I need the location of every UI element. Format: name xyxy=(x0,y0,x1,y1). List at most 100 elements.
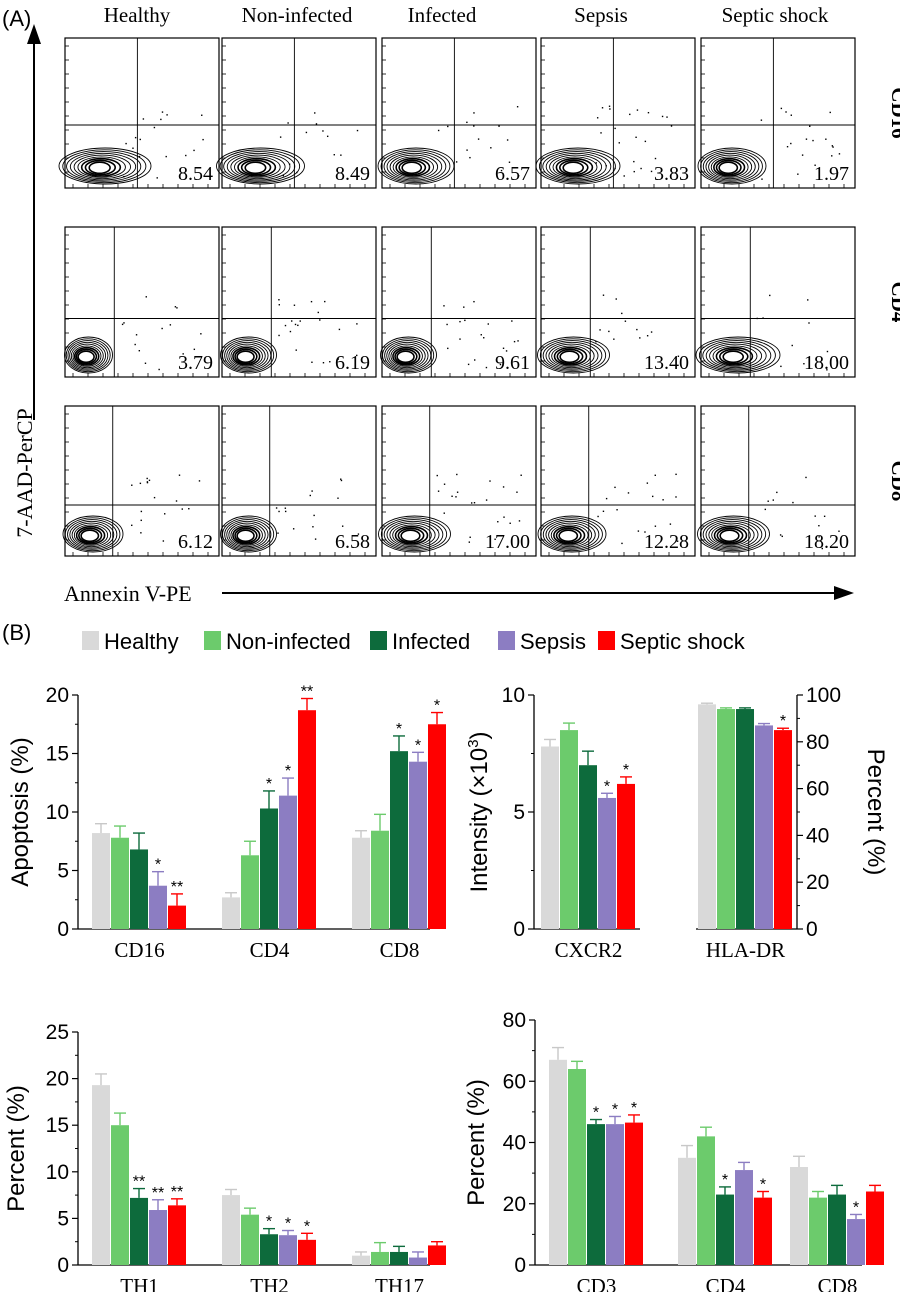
event-dot xyxy=(595,162,598,164)
contour xyxy=(713,157,746,177)
event-dot xyxy=(287,122,289,124)
contour xyxy=(240,159,272,176)
event-dot xyxy=(500,169,503,172)
event-dot xyxy=(485,499,488,501)
flow-plot: 6.19 xyxy=(220,226,377,378)
contour xyxy=(716,527,744,544)
event-dot xyxy=(640,167,642,170)
event-dot xyxy=(305,131,308,134)
contour xyxy=(705,520,759,549)
event-dot xyxy=(326,135,329,138)
bar xyxy=(735,1170,753,1265)
bar xyxy=(598,797,616,929)
contour xyxy=(70,343,104,369)
row-label: CD4 xyxy=(887,282,900,323)
contour xyxy=(537,515,607,553)
y-axis-label-end: ) xyxy=(466,731,493,739)
event-dot xyxy=(337,497,339,499)
event-dot xyxy=(356,323,358,325)
significance-label: * xyxy=(434,698,440,715)
event-dot xyxy=(636,109,639,111)
event-dot xyxy=(456,473,458,476)
event-dot xyxy=(605,164,607,167)
y-axis-label: 7-AAD-PerCP xyxy=(12,408,37,538)
contour xyxy=(702,340,772,371)
bar xyxy=(111,1125,129,1265)
event-dot xyxy=(809,125,811,127)
significance-label: ** xyxy=(171,1184,183,1201)
quadrant-value: 18.00 xyxy=(804,352,849,374)
contour xyxy=(551,345,591,367)
event-dot xyxy=(138,155,141,158)
event-dot xyxy=(468,541,471,543)
contour xyxy=(380,517,448,552)
event-dot xyxy=(639,337,641,339)
event-dot xyxy=(614,167,616,170)
event-dot xyxy=(466,121,468,124)
event-dot xyxy=(760,119,763,121)
contour xyxy=(535,147,621,185)
contour xyxy=(230,154,286,180)
y-tick-label: 10 xyxy=(46,801,69,824)
event-dot xyxy=(637,530,640,532)
event-dot xyxy=(134,136,137,139)
contour xyxy=(718,161,739,175)
event-dot xyxy=(675,496,677,498)
contour xyxy=(542,519,600,550)
column-header: Healthy xyxy=(104,3,171,27)
contour xyxy=(719,529,740,543)
bar xyxy=(625,1122,643,1265)
event-dot xyxy=(487,323,489,325)
event-dot xyxy=(311,490,313,492)
contour xyxy=(226,152,291,181)
y-axis-label-sup: 3 xyxy=(465,739,482,747)
event-dot xyxy=(497,521,499,523)
event-dot xyxy=(437,490,440,492)
event-dot xyxy=(356,354,358,357)
bar xyxy=(606,1124,624,1265)
contour xyxy=(394,348,418,365)
event-dot xyxy=(785,111,787,113)
quadrant-value: 3.83 xyxy=(654,163,689,185)
x-axis-arrow xyxy=(222,586,854,600)
event-dot xyxy=(786,145,789,148)
event-dot xyxy=(818,524,820,527)
event-dot xyxy=(498,125,500,127)
contour xyxy=(233,156,281,178)
event-dot xyxy=(443,483,446,485)
legend-entry: Healthy xyxy=(104,629,179,654)
event-dot xyxy=(146,481,149,484)
event-dot xyxy=(443,305,445,307)
event-dot xyxy=(517,340,519,342)
event-dot xyxy=(473,112,475,114)
event-dot xyxy=(602,510,605,513)
significance-label: * xyxy=(722,1172,728,1189)
bar xyxy=(390,1251,408,1265)
event-dot xyxy=(670,125,673,127)
bar xyxy=(828,1194,846,1265)
y-tick-label: 20 xyxy=(503,1193,526,1216)
event-dot xyxy=(169,324,172,326)
event-dot xyxy=(443,512,445,514)
event-dot xyxy=(618,142,620,144)
bar xyxy=(790,1167,808,1265)
bar-chart: 0 20 40 60 80 Percent (%) * * * CD3 * * CD4 * CD8 xyxy=(463,1009,884,1292)
significance-label: * xyxy=(760,1177,766,1194)
contour xyxy=(232,525,261,545)
significance-label: * xyxy=(415,737,421,754)
event-dot xyxy=(616,509,618,511)
event-dot xyxy=(781,535,783,538)
event-dot xyxy=(602,294,605,296)
event-dot xyxy=(178,474,181,476)
contour xyxy=(236,350,255,364)
event-dot xyxy=(312,526,314,528)
bar xyxy=(149,1210,167,1265)
contour xyxy=(66,151,142,182)
bar xyxy=(409,761,427,929)
event-dot xyxy=(473,300,475,303)
event-dot xyxy=(613,338,615,340)
contour xyxy=(389,154,439,180)
y-tick-label: 5 xyxy=(57,860,69,883)
event-dot xyxy=(131,524,133,527)
event-dot xyxy=(470,502,473,504)
